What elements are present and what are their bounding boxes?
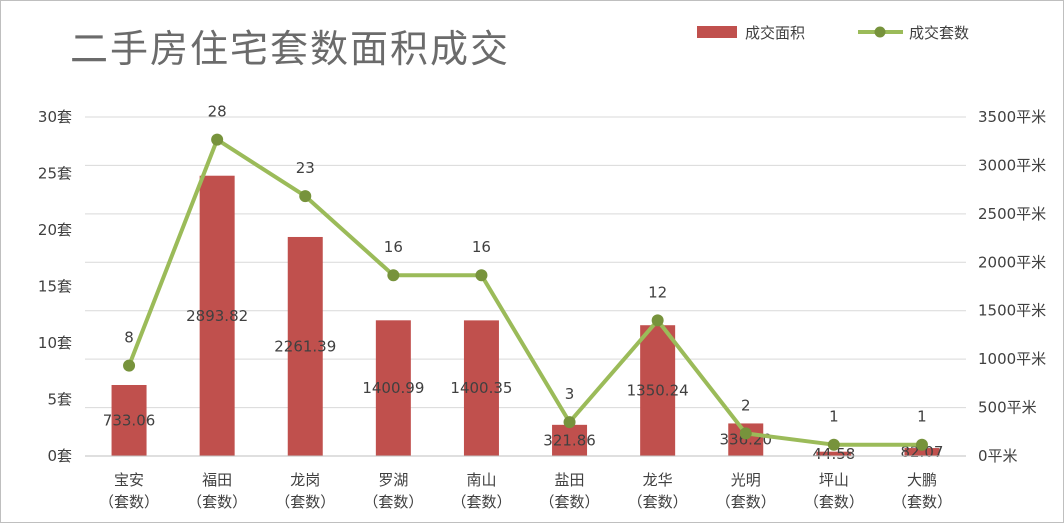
line-point bbox=[299, 190, 312, 203]
y-left-tick-label: 5套 bbox=[47, 391, 72, 409]
y-left-tick-label: 15套 bbox=[38, 278, 72, 296]
x-tick-sublabel: （套数） bbox=[892, 493, 952, 511]
bar bbox=[199, 175, 235, 456]
bar bbox=[375, 320, 411, 456]
x-tick-label: 盐田 bbox=[555, 471, 585, 489]
legend-label-count: 成交套数 bbox=[909, 24, 969, 42]
legend-swatch-bar bbox=[697, 26, 737, 38]
bar bbox=[287, 236, 323, 456]
bar bbox=[816, 451, 852, 456]
bar bbox=[552, 424, 588, 456]
y-right-tick-label: 0平米 bbox=[978, 447, 1018, 465]
line-data-label: 2 bbox=[741, 396, 751, 414]
line-path bbox=[127, 137, 922, 447]
x-tick-sublabel: （套数） bbox=[99, 493, 159, 511]
chart-title: 二手房住宅套数面积成交 bbox=[70, 27, 510, 71]
line-point bbox=[475, 269, 488, 282]
bar bbox=[904, 448, 940, 456]
bar-data-label: 1400.99 bbox=[362, 379, 424, 397]
x-tick-label: 坪山 bbox=[819, 471, 849, 489]
bar-data-label: 82.07 bbox=[900, 443, 943, 461]
x-tick-sublabel: （套数） bbox=[363, 493, 423, 511]
x-tick-sublabel: （套数） bbox=[187, 493, 247, 511]
line-data-label: 1 bbox=[829, 408, 839, 426]
x-tick-sublabel: （套数） bbox=[716, 493, 776, 511]
x-tick-label: 宝安 bbox=[114, 471, 144, 489]
x-tick-sublabel: （套数） bbox=[628, 493, 688, 511]
bar-data-label: 2893.82 bbox=[186, 307, 248, 325]
line-point bbox=[827, 438, 840, 451]
bar-series: 733.06 2893.82 2261.39 1400.99 1400.35 321.86… bbox=[103, 175, 943, 463]
legend-label-area: 成交面积 bbox=[745, 24, 805, 42]
line-point bbox=[739, 427, 752, 440]
line-point bbox=[123, 359, 136, 372]
bar bbox=[640, 325, 676, 456]
line-data-label: 28 bbox=[208, 103, 227, 121]
bar-data-label: 1400.35 bbox=[450, 379, 512, 397]
y-right-tick-label: 1000平米 bbox=[978, 350, 1046, 368]
line-point bbox=[915, 438, 928, 451]
y-left-tick-label: 20套 bbox=[38, 221, 72, 239]
y-right-tick-label: 500平米 bbox=[978, 399, 1037, 417]
y-right-tick-label: 3000平米 bbox=[978, 156, 1046, 174]
y-left-tick-label: 10套 bbox=[38, 334, 72, 352]
line-data-label: 12 bbox=[648, 283, 667, 301]
y-left-tick-label: 0套 bbox=[47, 447, 72, 465]
x-tick-label: 福田 bbox=[202, 471, 232, 489]
x-tick-label: 罗湖 bbox=[378, 471, 408, 489]
x-tick-label: 光明 bbox=[731, 471, 761, 489]
line-data-label: 8 bbox=[124, 329, 134, 347]
y-left-tick-label: 30套 bbox=[38, 108, 72, 126]
line-data-label: 16 bbox=[384, 238, 403, 256]
line-data-label: 16 bbox=[472, 238, 491, 256]
y-axis-left: 0套 5套 10套 15套 20套 25套 30套 bbox=[38, 108, 72, 465]
bar-data-label: 44.58 bbox=[812, 445, 855, 463]
line-point bbox=[651, 314, 664, 327]
line-data-label: 3 bbox=[565, 385, 575, 403]
line-data-label: 23 bbox=[296, 159, 315, 177]
x-tick-sublabel: （套数） bbox=[275, 493, 335, 511]
y-right-tick-label: 3500平米 bbox=[978, 108, 1046, 126]
x-tick-label: 龙华 bbox=[643, 471, 673, 489]
bar-data-label: 2261.39 bbox=[274, 337, 336, 355]
x-tick-sublabel: （套数） bbox=[540, 493, 600, 511]
line-point bbox=[211, 133, 224, 146]
legend-swatch-marker bbox=[874, 26, 886, 38]
legend: 成交面积 成交套数 bbox=[697, 24, 969, 42]
y-right-tick-label: 1500平米 bbox=[978, 302, 1046, 320]
bar-data-label: 321.86 bbox=[543, 431, 596, 449]
x-tick-sublabel: （套数） bbox=[451, 493, 511, 511]
y-axis-right: 0平米 500平米 1000平米 1500平米 2000平米 2500平米 3000平米 35… bbox=[978, 108, 1046, 465]
line-point bbox=[563, 416, 576, 429]
line-point bbox=[387, 269, 400, 282]
x-tick-label: 龙岗 bbox=[290, 471, 320, 489]
bar bbox=[463, 320, 499, 456]
x-tick-label: 南山 bbox=[466, 471, 496, 489]
x-axis: 宝安 （套数） 福田 （套数） 龙岗 （套数） 罗湖 （套数） 南山 （套数） 盐田 （套数） 龙华 （套… bbox=[85, 455, 966, 511]
bar-data-label: 733.06 bbox=[103, 411, 156, 429]
x-tick-sublabel: （套数） bbox=[804, 493, 864, 511]
y-left-tick-label: 25套 bbox=[38, 165, 72, 183]
y-right-tick-label: 2500平米 bbox=[978, 205, 1046, 223]
y-right-tick-label: 2000平米 bbox=[978, 253, 1046, 271]
line-data-label: 1 bbox=[917, 408, 927, 426]
x-tick-label: 大鹏 bbox=[907, 471, 937, 489]
bar bbox=[111, 384, 147, 456]
bar-data-label: 1350.24 bbox=[627, 382, 689, 400]
